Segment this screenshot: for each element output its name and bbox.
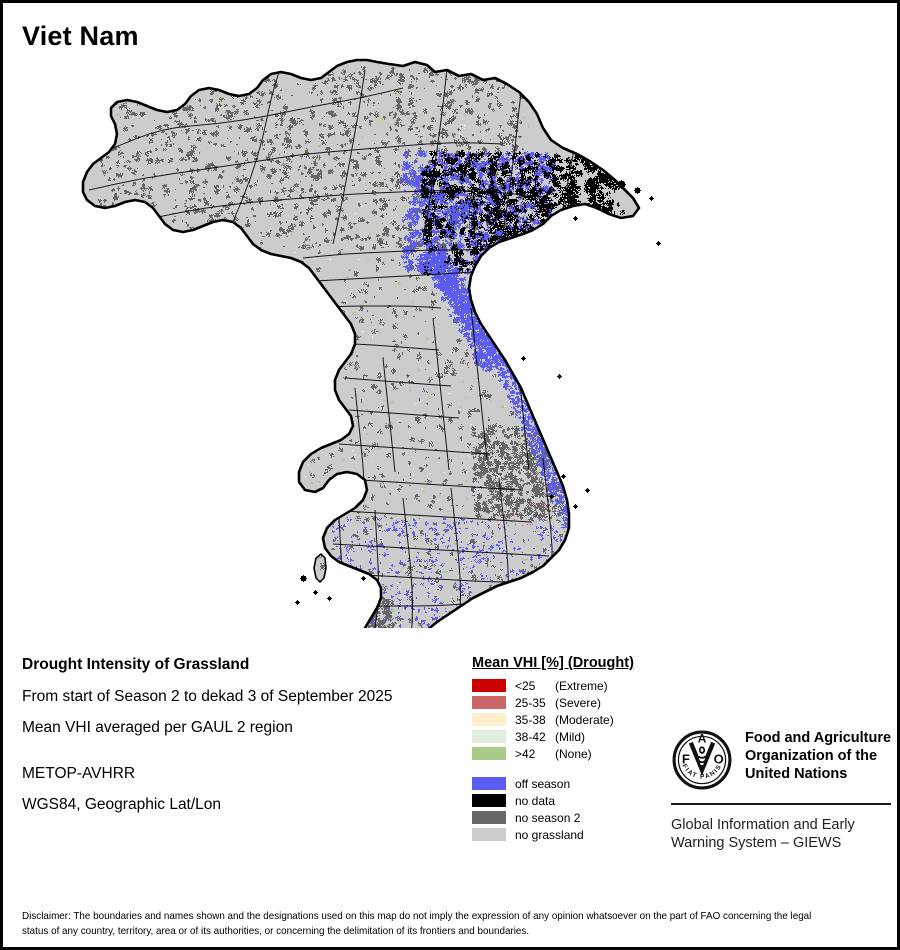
fao-org-line-1: Food and Agriculture — [745, 730, 892, 746]
info-sensor: METOP-AVHRR — [22, 764, 136, 782]
legend-swatch — [472, 696, 506, 709]
legend-swatch — [472, 828, 506, 841]
legend-title: Mean VHI [%] (Drought) — [472, 655, 634, 671]
legend-class-list: <25 (Extreme) 25-35 (Severe) 35-38 (Moderate)… — [472, 677, 672, 762]
legend-range: >42 — [515, 746, 536, 761]
fao-org-line-3: United Nations — [745, 765, 848, 782]
fao-emblem-letter-f: F — [682, 752, 690, 767]
legend-row: 35-38 (Moderate) — [472, 711, 672, 728]
fao-logo-row: F A O FIAT PANIS Food and Agriculture Or… — [671, 729, 893, 791]
giews-line-2: Warning System – GIEWS — [671, 835, 842, 852]
legend-range: <25 — [515, 678, 536, 693]
legend-label: no season 2 — [515, 810, 581, 825]
legend-label: <25 (Extreme) — [515, 679, 608, 693]
info-heading: Drought Intensity of Grassland — [22, 656, 250, 673]
legend-label: 25-35 (Severe) — [515, 696, 601, 710]
map-legend: Mean VHI [%] (Drought) <25 (Extreme) 25-35… — [472, 655, 672, 843]
legend-range: 35-38 — [515, 712, 546, 727]
fao-emblem-letter-a: A — [698, 733, 707, 746]
legend-row: 25-35 (Severe) — [472, 694, 672, 711]
legend-qualifier: (Moderate) — [555, 712, 614, 727]
legend-range: 25-35 — [515, 695, 546, 710]
legend-row: >42 (None) — [472, 745, 672, 762]
map-figure — [3, 58, 897, 628]
legend-range: 38-42 — [515, 729, 546, 744]
legend-label: >42 (None) — [515, 747, 592, 761]
giews-line-1: Global Information and Early — [671, 817, 855, 833]
disclaimer-line-2: concerning the legal status of any count… — [22, 910, 812, 938]
info-period: From start of Season 2 to dekad 3 of Sep… — [22, 687, 393, 705]
info-spacer — [22, 752, 462, 766]
fao-org-line-2: Organization of the — [745, 747, 878, 764]
legend-row: 38-42 (Mild) — [472, 728, 672, 745]
legend-label: 38-42 (Mild) — [515, 730, 585, 744]
fao-organization-name: Food and Agriculture Organization of the… — [745, 729, 891, 783]
legend-qualifier: (Mild) — [555, 729, 585, 744]
legend-swatch — [472, 811, 506, 824]
legend-row: off season — [472, 775, 672, 792]
legend-label: 35-38 (Moderate) — [515, 713, 614, 727]
fao-divider — [671, 803, 891, 805]
fao-branding: F A O FIAT PANIS Food and Agriculture Or… — [671, 729, 893, 853]
legend-swatch — [472, 777, 506, 790]
legend-swatch — [472, 747, 506, 760]
info-projection: WGS84, Geographic Lat/Lon — [22, 796, 222, 813]
map-info-block: Drought Intensity of Grassland From star… — [22, 657, 462, 829]
legend-swatch — [472, 730, 506, 743]
legend-label: off season — [515, 776, 571, 791]
disclaimer: Disclaimer: The boundaries and names sho… — [22, 909, 836, 939]
legend-swatch — [472, 713, 506, 726]
page-title: Viet Nam — [22, 21, 139, 51]
legend-status-list: off season no data no season 2 no grassland — [472, 775, 672, 843]
legend-label: no data — [515, 793, 556, 808]
fao-emblem-letter-o: O — [714, 752, 724, 767]
legend-spacer — [472, 762, 672, 775]
legend-qualifier: (Severe) — [555, 695, 602, 710]
legend-row: no grassland — [472, 826, 672, 843]
vietnam-drought-map — [3, 58, 897, 628]
legend-row: no season 2 — [472, 809, 672, 826]
legend-row: <25 (Extreme) — [472, 677, 672, 694]
legend-swatch — [472, 679, 506, 692]
fao-emblem-icon: F A O FIAT PANIS — [672, 730, 732, 790]
info-aggregation: Mean VHI averaged per GAUL 2 region — [22, 719, 293, 736]
giews-label: Global Information and Early Warning Sys… — [671, 816, 893, 853]
legend-swatch — [472, 794, 506, 807]
disclaimer-line-1: Disclaimer: The boundaries and names sho… — [22, 910, 721, 922]
legend-qualifier: (Extreme) — [555, 678, 608, 693]
legend-row: no data — [472, 792, 672, 809]
legend-qualifier: (None) — [555, 746, 592, 761]
legend-label: no grassland — [515, 827, 584, 842]
